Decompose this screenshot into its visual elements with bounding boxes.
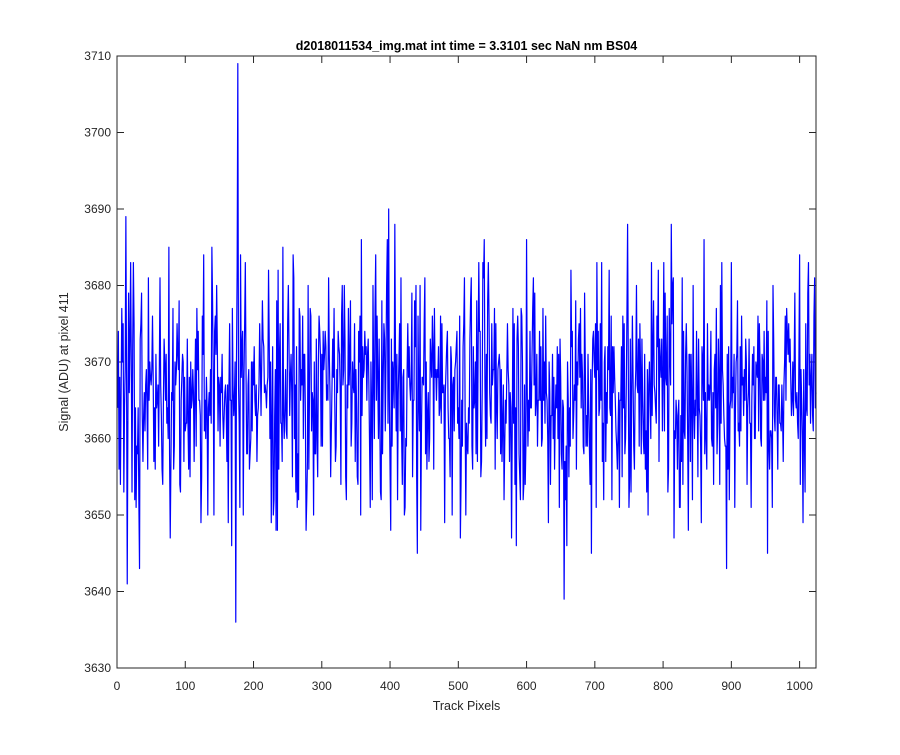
x-tick-label: 300	[312, 679, 332, 693]
axes-box	[116, 55, 817, 669]
x-tick-label: 400	[380, 679, 400, 693]
y-tick-label: 3650	[84, 508, 111, 522]
y-tick-label: 3710	[84, 49, 111, 63]
plot-area	[117, 56, 816, 668]
x-tick-label: 700	[585, 679, 605, 693]
y-axis-label: Signal (ADU) at pixel 411	[57, 292, 71, 431]
x-tick-label: 500	[448, 679, 468, 693]
y-tick-label: 3700	[84, 126, 111, 140]
x-axis-label: Track Pixels	[433, 699, 501, 713]
y-tick-label: 3660	[84, 432, 111, 446]
x-tick-label: 800	[653, 679, 673, 693]
chart-title: d2018011534_img.mat int time = 3.3101 se…	[296, 39, 638, 53]
x-tick-label: 600	[517, 679, 537, 693]
y-tick-label: 3690	[84, 202, 111, 216]
x-tick-label: 0	[114, 679, 121, 693]
x-tick-label: 200	[244, 679, 264, 693]
signal-series-line	[117, 63, 817, 623]
axis-ticks: 0 100 200 300 400 500 600 700 800 900 1000 3630 3640…	[84, 49, 816, 693]
x-tick-label: 1000	[786, 679, 813, 693]
y-tick-label: 3680	[84, 279, 111, 293]
x-tick-label: 900	[721, 679, 741, 693]
y-tick-label: 3670	[84, 355, 111, 369]
x-tick-label: 100	[175, 679, 195, 693]
y-tick-label: 3630	[84, 661, 111, 675]
y-tick-label: 3640	[84, 585, 111, 599]
